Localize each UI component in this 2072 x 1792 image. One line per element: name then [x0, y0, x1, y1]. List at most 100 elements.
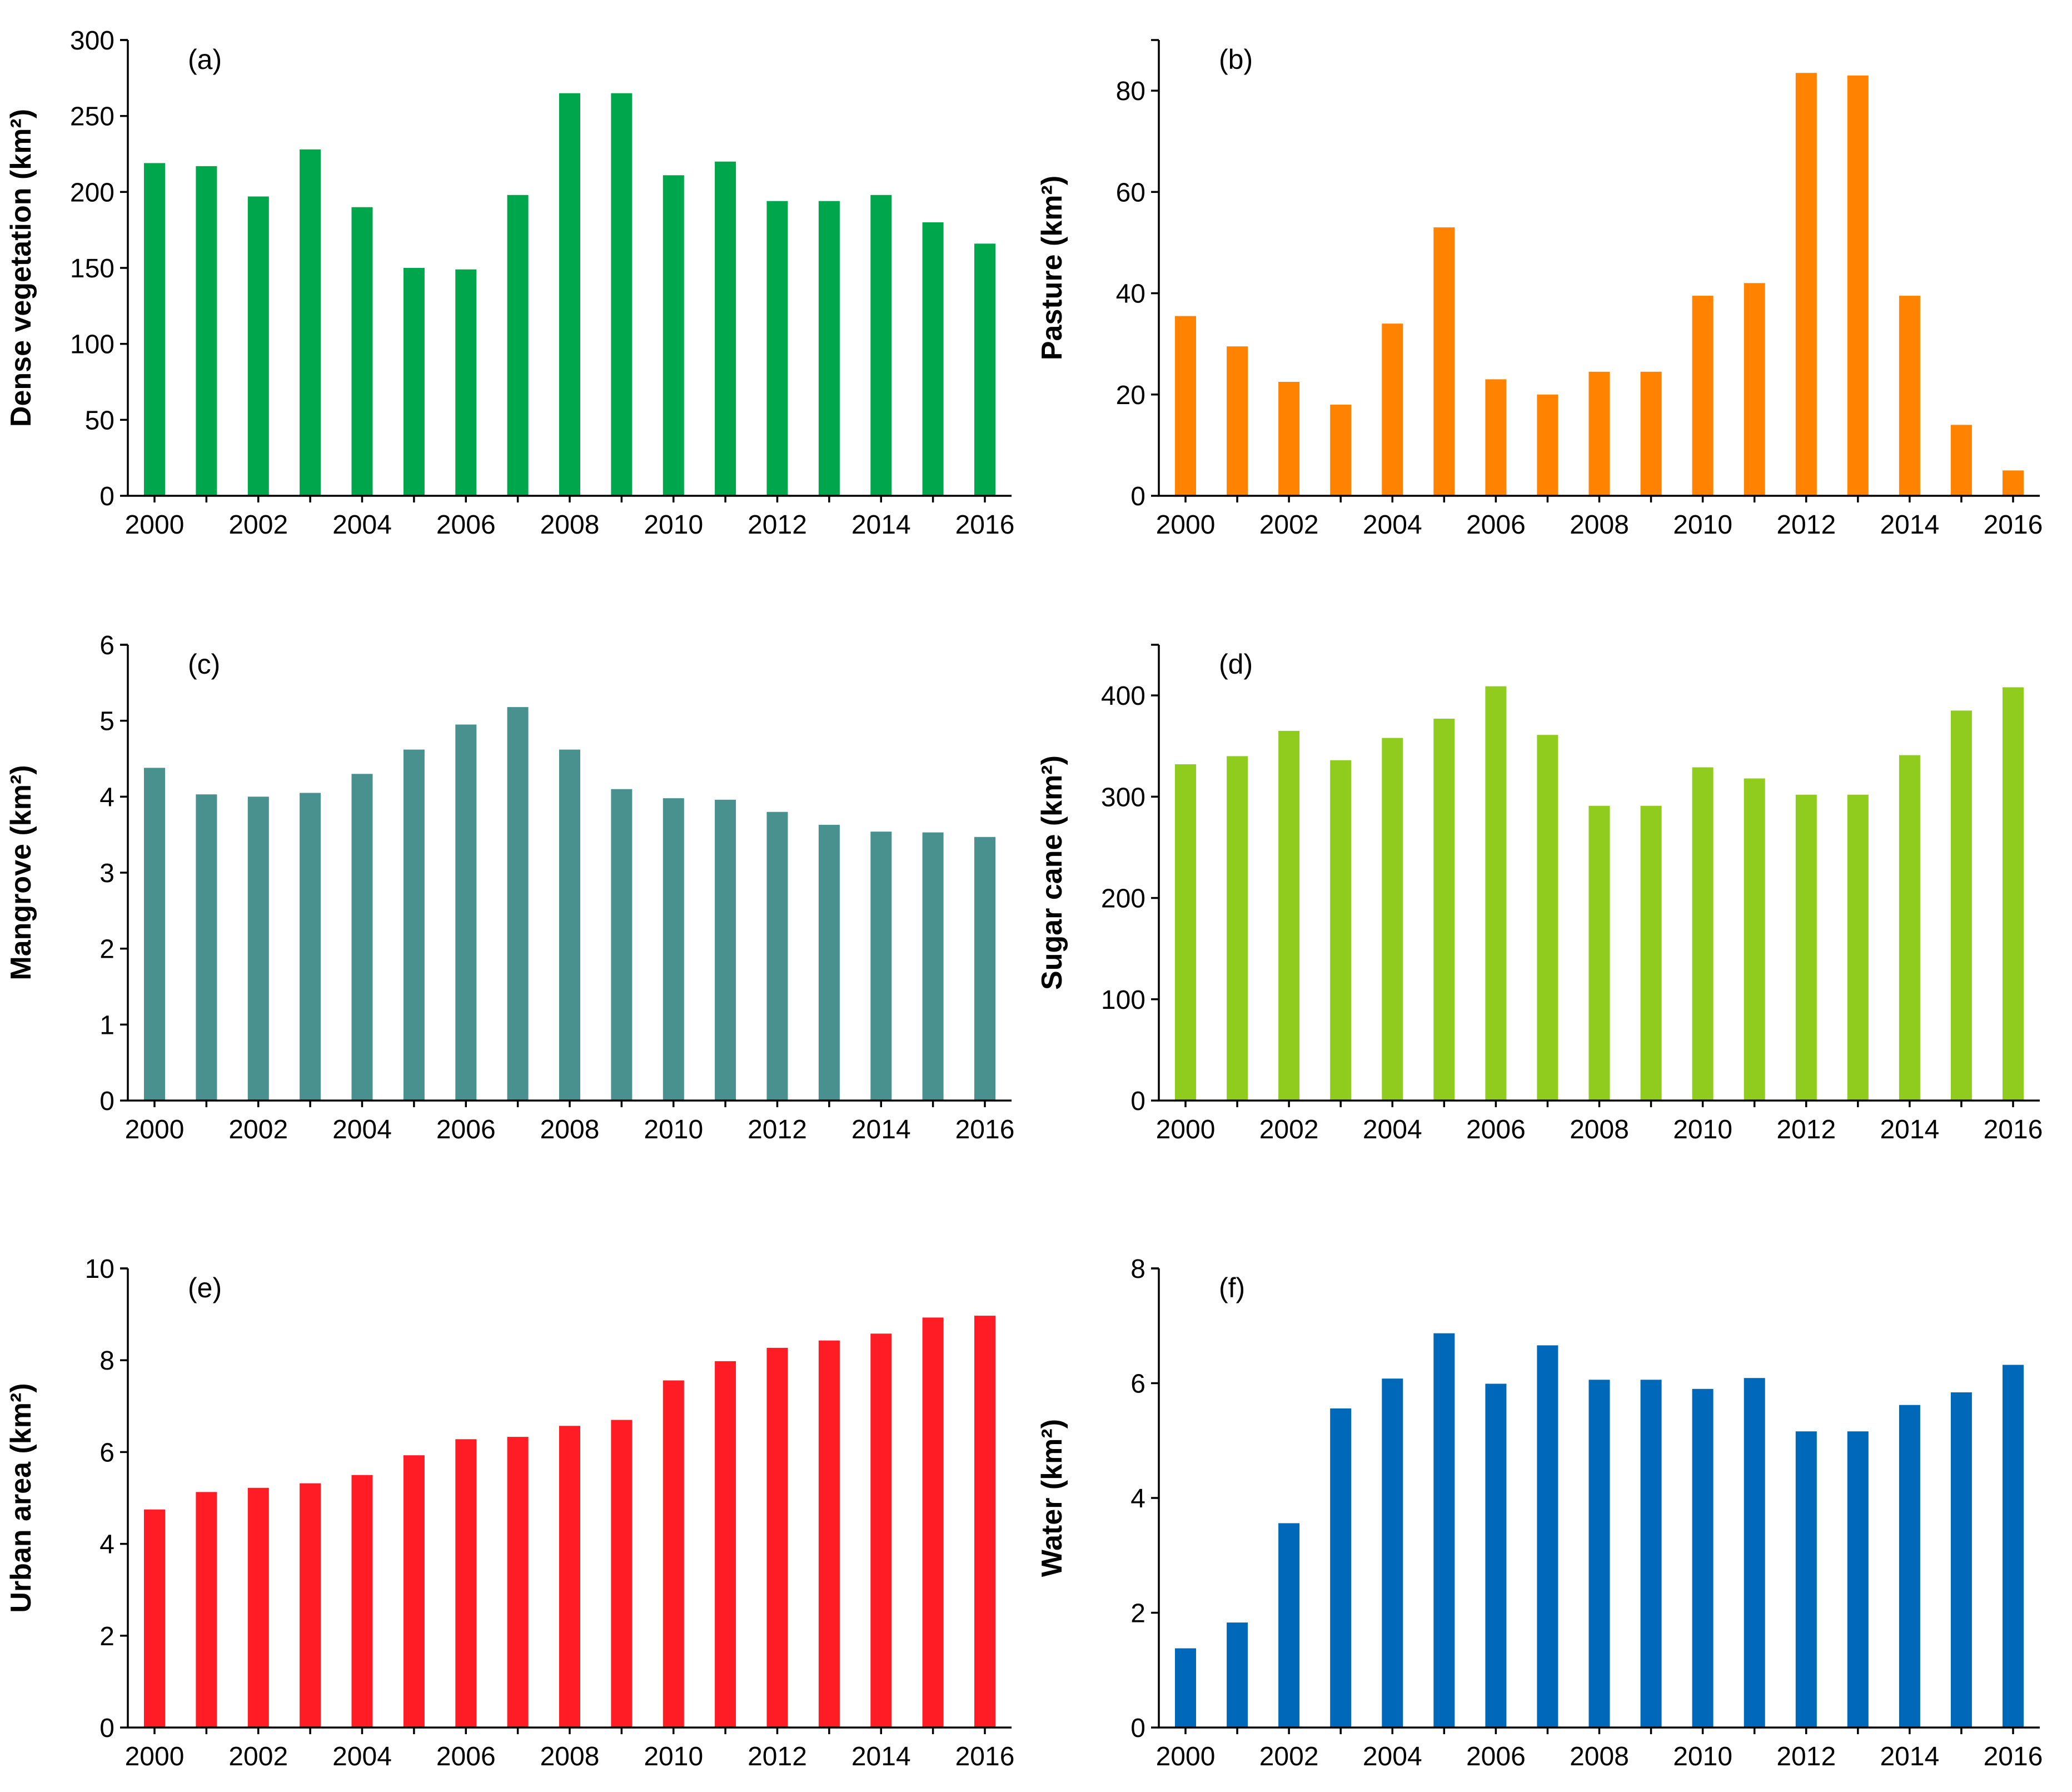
y-tick-label: 50 [85, 406, 114, 435]
bar-2005 [403, 749, 425, 1101]
bar-2015 [1950, 710, 1972, 1101]
bar-2006 [455, 269, 477, 496]
chart-panel-4: 0 100 200 300 400 2000 2002 2004 2006 2008 2010 201… [1036, 644, 2043, 1144]
bar-2010 [663, 1380, 684, 1728]
bar-2002 [247, 797, 269, 1101]
bar-2016 [2003, 470, 2024, 496]
x-tick-label: 2004 [1363, 1742, 1422, 1771]
bar-2005 [403, 1455, 425, 1728]
bar-2013 [818, 201, 840, 496]
y-tick-label: 10 [85, 1255, 114, 1284]
y-axis-title: Water (km²) [1036, 1419, 1068, 1577]
bar-2011 [715, 161, 736, 496]
y-tick-label: 6 [99, 1438, 114, 1467]
y-tick-label: 2 [99, 1622, 114, 1651]
chart-panel-3: 0 1 2 3 4 5 6 2000 2002 2004 2006 2008 2010 2012 2014 2… [5, 631, 1014, 1144]
x-tick-label: 2006 [436, 510, 496, 540]
bar-2007 [1537, 1345, 1558, 1728]
bar-2007 [1537, 394, 1558, 496]
panel-label: (a) [188, 44, 222, 75]
bar-2011 [1744, 778, 1765, 1101]
bar-2009 [1640, 1380, 1662, 1728]
bar-2003 [300, 793, 321, 1101]
y-tick-label: 2 [1130, 1599, 1145, 1629]
y-tick-label: 4 [1130, 1484, 1145, 1514]
y-tick-label: 0 [99, 1087, 114, 1116]
bar-2007 [507, 1437, 529, 1728]
y-tick-label: 150 [70, 254, 114, 283]
bar-2000 [1175, 1648, 1196, 1728]
panel-label: (e) [188, 1272, 222, 1303]
y-tick-label: 0 [1130, 1087, 1145, 1116]
bar-2013 [1847, 794, 1869, 1101]
y-tick-label: 1 [99, 1011, 114, 1040]
x-tick-label: 2008 [1570, 1115, 1629, 1144]
bar-2003 [1330, 1408, 1352, 1728]
bar-2008 [559, 749, 580, 1101]
y-tick-label: 40 [1116, 280, 1145, 309]
x-tick-label: 2004 [332, 1115, 392, 1144]
panel-label: (b) [1219, 44, 1253, 75]
bar-2006 [455, 1439, 477, 1728]
y-tick-label: 6 [1130, 1370, 1145, 1399]
bar-2001 [1227, 756, 1248, 1101]
x-tick-label: 2004 [1363, 510, 1422, 540]
x-tick-label: 2012 [748, 1115, 807, 1144]
bar-2001 [196, 794, 217, 1101]
chart-panel-2: 0 20 40 60 80 2000 2002 2004 2006 2008 2010 2012 201… [1036, 39, 2043, 540]
y-tick-label: 3 [99, 859, 114, 888]
bar-2004 [351, 774, 373, 1101]
x-tick-label: 2012 [748, 510, 807, 540]
bar-2016 [2003, 1365, 2024, 1728]
x-tick-label: 2006 [1466, 1742, 1526, 1771]
bar-2002 [247, 1487, 269, 1728]
bar-2011 [715, 1361, 736, 1728]
y-tick-label: 300 [70, 26, 114, 56]
x-tick-label: 2002 [228, 1742, 288, 1771]
bar-2001 [196, 1492, 217, 1728]
x-tick-label: 2010 [644, 1742, 703, 1771]
bar-2016 [2003, 687, 2024, 1101]
bar-2013 [1847, 75, 1869, 496]
bar-2012 [766, 812, 788, 1101]
bar-2003 [1330, 760, 1352, 1101]
bar-2008 [1588, 371, 1610, 496]
y-tick-label: 8 [1130, 1255, 1145, 1284]
x-tick-label: 2016 [1984, 1115, 2043, 1144]
bar-2006 [1485, 379, 1507, 496]
bar-2010 [1692, 767, 1714, 1101]
bar-2013 [1847, 1431, 1869, 1728]
y-tick-label: 250 [70, 102, 114, 132]
y-tick-label: 2 [99, 935, 114, 964]
bar-2015 [922, 1317, 944, 1728]
bar-2014 [1899, 296, 1920, 496]
x-tick-label: 2008 [540, 510, 600, 540]
x-tick-label: 2000 [125, 1742, 185, 1771]
bar-2012 [1795, 73, 1817, 496]
bar-2000 [1175, 316, 1196, 496]
bar-2014 [870, 195, 892, 496]
y-tick-label: 0 [99, 482, 114, 511]
x-tick-label: 2006 [436, 1742, 496, 1771]
x-tick-label: 2014 [1880, 1742, 1939, 1771]
x-tick-label: 2014 [1880, 1115, 1939, 1144]
bar-2016 [974, 243, 995, 496]
y-tick-label: 200 [70, 178, 114, 207]
bar-2005 [403, 268, 425, 496]
y-tick-label: 0 [1130, 482, 1145, 511]
bar-2000 [1175, 764, 1196, 1101]
bar-2003 [1330, 405, 1352, 496]
x-tick-label: 2012 [1776, 510, 1836, 540]
x-tick-label: 2000 [125, 1115, 185, 1144]
x-tick-label: 2002 [1259, 1115, 1319, 1144]
y-tick-label: 60 [1116, 178, 1145, 207]
y-axis-title: Dense vegetation (km²) [5, 109, 37, 427]
y-tick-label: 100 [70, 330, 114, 360]
bar-2002 [1278, 1523, 1300, 1728]
y-tick-label: 6 [99, 631, 114, 660]
y-tick-label: 8 [99, 1346, 114, 1376]
bar-2004 [1382, 323, 1403, 496]
y-tick-label: 0 [99, 1714, 114, 1743]
bar-2010 [1692, 296, 1714, 496]
bar-2004 [1382, 738, 1403, 1101]
